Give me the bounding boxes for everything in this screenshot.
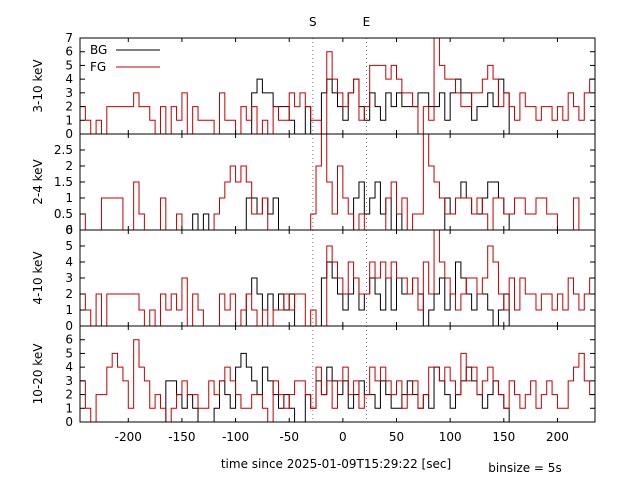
y-axis-label: 4-10 keV (31, 251, 45, 305)
x-tick-label: 0 (339, 430, 347, 444)
x-tick-label: -100 (222, 430, 249, 444)
x-tick-label: -200 (115, 430, 142, 444)
series-fg-panel-1 (80, 133, 595, 231)
y-tick-label: 2 (65, 388, 73, 402)
x-tick-label: -150 (168, 430, 195, 444)
y-tick-label: 3 (65, 374, 73, 388)
x-tick-label: 200 (546, 430, 569, 444)
y-tick-label: 1 (65, 191, 73, 205)
x-tick-label: -50 (279, 430, 299, 444)
y-tick-label: 1 (65, 113, 73, 127)
y-axis-label: 2-4 keV (31, 158, 45, 204)
y-tick-label: 2 (65, 159, 73, 173)
y-tick-label: 1 (65, 303, 73, 317)
y-tick-label: 6 (65, 45, 73, 59)
y-tick-label: 4 (65, 255, 73, 269)
series-fg-panel-3 (80, 339, 596, 423)
series-bg-panel-1 (80, 181, 595, 231)
y-tick-label: 4 (65, 360, 73, 374)
y-tick-label: 5 (65, 346, 73, 360)
marker-label-e: E (363, 15, 371, 29)
legend-label-fg: FG (90, 60, 106, 74)
legend: BG FG (90, 43, 160, 74)
y-tick-label: 0 (65, 127, 73, 141)
x-tick-label: 50 (389, 430, 404, 444)
x-tick-label: 100 (439, 430, 462, 444)
x-tick-label: 150 (492, 430, 515, 444)
y-tick-label: 0 (65, 415, 73, 429)
y-tick-label: 5 (65, 239, 73, 253)
y-tick-label: 0 (65, 223, 73, 237)
x-axis-label: time since 2025-01-09T15:29:22 [sec] (221, 457, 451, 471)
y-tick-label: 3 (65, 271, 73, 285)
y-tick-label: 2.5 (54, 143, 73, 157)
y-tick-label: 7 (65, 31, 73, 45)
series-bg-panel-3 (80, 352, 595, 423)
y-axis-label: 3-10 keV (31, 59, 45, 113)
binsize-label: binsize = 5s (488, 461, 561, 475)
y-tick-label: 1.5 (54, 175, 73, 189)
y-tick-label: 1 (65, 401, 73, 415)
y-tick-label: 6 (65, 333, 73, 347)
y-tick-label: 3 (65, 86, 73, 100)
panel-1: 0 0.5 1 1.5 2 2.5 2-4 keV (31, 133, 596, 237)
panel-frame-3 (79, 325, 596, 423)
y-axis-label: 10-20 keV (31, 343, 45, 405)
y-tick-label: 6 (65, 223, 73, 237)
marker-label-s: S (309, 15, 317, 29)
y-tick-label: 0 (65, 319, 73, 333)
y-tick-label: 4 (65, 72, 73, 86)
series-fg-panel-2 (80, 229, 596, 327)
y-tick-label: 0.5 (54, 207, 73, 221)
x-axis: -200 -150 -100 -50 0 50 100 150 200 (115, 430, 569, 444)
y-tick-label: 2 (65, 287, 73, 301)
legend-label-bg: BG (90, 43, 107, 57)
y-tick-label: 5 (65, 58, 73, 72)
y-tick-label: 2 (65, 100, 73, 114)
series-fg-panel-0 (80, 37, 596, 135)
